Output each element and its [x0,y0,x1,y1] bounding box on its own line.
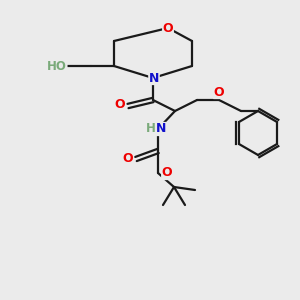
Text: HO: HO [47,59,67,73]
Text: O: O [162,167,172,179]
Text: O: O [115,98,125,112]
Text: O: O [214,85,224,98]
Text: O: O [123,152,133,164]
Text: H: H [146,122,156,134]
Text: O: O [163,22,173,34]
Text: N: N [156,122,166,136]
Text: N: N [149,71,159,85]
